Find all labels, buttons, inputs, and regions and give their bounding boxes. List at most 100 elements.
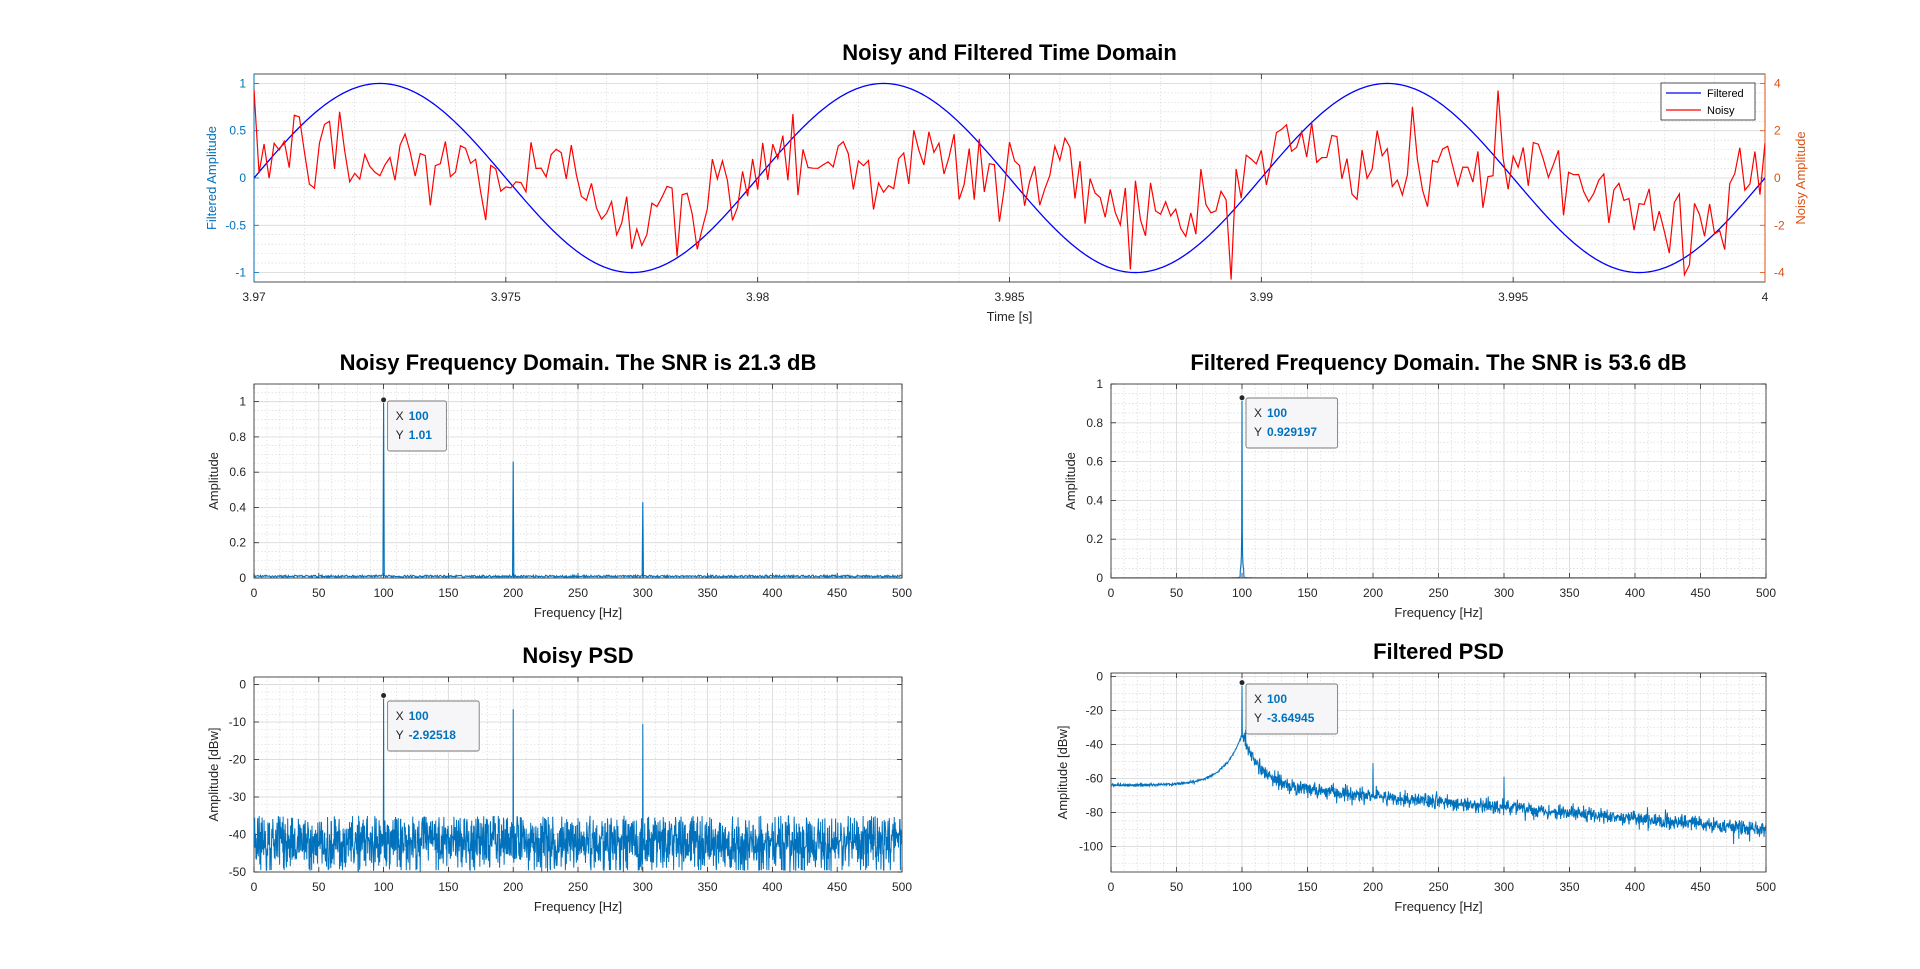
x-tick-label: 350 (698, 586, 718, 600)
chart-title: Filtered Frequency Domain. The SNR is 53… (1190, 350, 1686, 375)
y-tick-label: 0 (239, 678, 246, 692)
plot-area (1111, 682, 1766, 845)
y-tick-label: 0.8 (1086, 416, 1103, 430)
x-tick-label: 350 (1559, 880, 1579, 894)
datatip-y-value: 0.929197 (1267, 425, 1317, 439)
y-tick-label: -60 (1086, 771, 1104, 785)
y-axis-label: Amplitude (1063, 452, 1078, 510)
x-axis-label: Frequency [Hz] (1394, 899, 1482, 914)
chart-filtered_fft: 0 50 100 150 200 250 300 350 400 450 500 0 0.2 0.4 0.6… (1063, 350, 1776, 620)
x-tick-label: 3.995 (1498, 290, 1528, 304)
legend: Filtered Noisy (1660, 82, 1756, 121)
datatip-box (387, 400, 447, 452)
x-tick-label: 3.97 (242, 290, 266, 304)
grid (1110, 673, 1767, 873)
x-tick-label: 150 (1297, 880, 1317, 894)
grid (1110, 383, 1767, 579)
datatip-marker (1238, 679, 1246, 686)
chart-title: Filtered PSD (1373, 639, 1504, 664)
chart-noisy_psd: 0 50 100 150 200 250 300 350 400 450 500 -50 -40 -30 -… (206, 643, 912, 914)
series-noisy-line (254, 89, 1765, 280)
datatip: X 100 Y -3.64945 (1238, 679, 1339, 735)
y-axis-label: Amplitude [dBw] (206, 728, 221, 822)
y-right-tick-label: 4 (1774, 76, 1781, 90)
x-tick-label: 400 (762, 586, 782, 600)
x-tick-label: 200 (1363, 586, 1383, 600)
y-tick-label: -40 (229, 828, 247, 842)
x-tick-label: 500 (1756, 880, 1776, 894)
x-tick-label: 300 (633, 586, 653, 600)
x-tick-label: 3.99 (1250, 290, 1274, 304)
y-tick-label: 0 (1096, 669, 1103, 683)
y-right-axis-label: Noisy Amplitude (1793, 131, 1808, 224)
x-tick-label: 3.975 (491, 290, 521, 304)
y-tick-label: -100 (1079, 839, 1103, 853)
x-tick-label: 250 (568, 880, 588, 894)
x-tick-label: 0 (251, 586, 258, 600)
y-tick-label: 0 (1096, 571, 1103, 585)
y-tick-label: 0.5 (229, 124, 246, 138)
x-tick-label: 100 (374, 586, 394, 600)
datatip-marker (380, 396, 387, 403)
x-tick-label: 400 (1625, 586, 1645, 600)
datatip-y-value: -2.92518 (409, 728, 457, 742)
series-filtered-line (254, 82, 1765, 274)
x-tick-label: 350 (698, 880, 718, 894)
y-tick-label: 0 (239, 171, 246, 185)
chart-filtered_psd: 0 50 100 150 200 250 300 350 400 450 500 -100 -80 -60… (1055, 639, 1776, 914)
y-tick-label: -20 (1086, 703, 1104, 717)
datatip-box (1245, 397, 1339, 449)
datatip-y-label: Y (396, 428, 404, 442)
x-tick-label: 0 (1108, 880, 1115, 894)
datatip-y-value: -3.64945 (1267, 711, 1315, 725)
plot-area (254, 399, 902, 578)
y-tick-label: 0.4 (229, 500, 246, 514)
datatip-box (387, 700, 480, 752)
x-tick-label: 300 (1494, 586, 1514, 600)
legend-label-filtered: Filtered (1707, 88, 1744, 100)
datatip-y-value: 1.01 (409, 428, 433, 442)
datatip-y-label: Y (1254, 711, 1262, 725)
x-tick-label: 100 (1232, 586, 1252, 600)
plot-area (254, 695, 902, 872)
y-tick-label: 0.6 (229, 465, 246, 479)
x-tick-label: 400 (1625, 880, 1645, 894)
y-tick-label: -1 (235, 266, 246, 280)
y-tick-label: -30 (229, 790, 247, 804)
x-tick-label: 200 (503, 880, 523, 894)
spectrum-line (254, 399, 902, 578)
x-tick-label: 150 (438, 880, 458, 894)
y-right-tick-label: -2 (1774, 218, 1785, 232)
x-axis-label: Time [s] (987, 309, 1033, 324)
x-tick-label: 500 (1756, 586, 1776, 600)
y-tick-label: 0 (239, 571, 246, 585)
x-tick-label: 200 (503, 586, 523, 600)
x-axis-label: Frequency [Hz] (1394, 605, 1482, 620)
datatip-x-label: X (396, 709, 404, 723)
x-tick-label: 0 (1108, 586, 1115, 600)
datatip-marker (1238, 394, 1246, 401)
x-tick-label: 350 (1559, 586, 1579, 600)
x-tick-label: 50 (312, 880, 326, 894)
chart-title: Noisy Frequency Domain. The SNR is 21.3 … (340, 350, 817, 375)
y-right-tick-label: -4 (1774, 266, 1785, 280)
x-tick-label: 450 (827, 586, 847, 600)
x-tick-label: 100 (374, 880, 394, 894)
datatip-x-value: 100 (409, 409, 429, 423)
datatip-x-value: 100 (1267, 692, 1287, 706)
y-tick-label: -10 (229, 715, 247, 729)
x-tick-label: 100 (1232, 880, 1252, 894)
y-tick-label: -0.5 (225, 218, 246, 232)
grid (253, 383, 903, 579)
datatip-y-label: Y (396, 728, 404, 742)
x-tick-label: 200 (1363, 880, 1383, 894)
x-tick-label: 500 (892, 880, 912, 894)
y-tick-label: 0.2 (1086, 532, 1103, 546)
x-tick-label: 0 (251, 880, 258, 894)
y-tick-label: -80 (1086, 805, 1104, 819)
y-axis-label: Amplitude (206, 452, 221, 510)
y-right-tick-label: 0 (1774, 171, 1781, 185)
spectrum-line (1111, 682, 1766, 845)
y-tick-label: 1 (239, 76, 246, 90)
